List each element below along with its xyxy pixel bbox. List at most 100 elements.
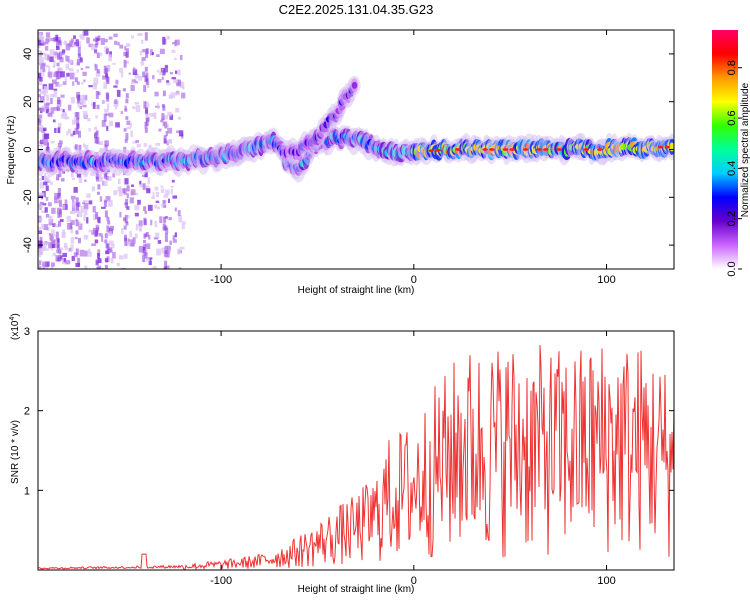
heatmap-speckle <box>88 200 93 205</box>
heatmap-streak <box>96 227 100 232</box>
heatmap-speckle <box>83 234 89 240</box>
heatmap-speckle <box>70 195 76 200</box>
heatmap-speckle <box>108 54 112 62</box>
heatmap-speckle <box>161 204 164 208</box>
heatmap-speckle <box>65 43 71 51</box>
heatmap-streak <box>125 98 129 104</box>
heatmap-streak <box>144 127 148 133</box>
heatmap-speckle <box>139 225 142 232</box>
heatmap-streak <box>142 183 146 190</box>
heatmap-speckle <box>142 174 145 177</box>
heatmap-speckle <box>43 224 49 230</box>
heatmap-speckle <box>132 141 137 144</box>
snr-series-line <box>38 345 674 570</box>
heatmap-speckle <box>38 114 43 119</box>
heatmap-speckle <box>135 105 141 113</box>
heatmap-streak <box>143 240 146 244</box>
heatmap-speckle <box>108 175 112 181</box>
heatmap-speckle <box>78 221 81 227</box>
heatmap-speckle <box>169 240 172 245</box>
heatmap-streak <box>74 112 78 117</box>
heatmap-speckle <box>151 51 154 56</box>
heatmap-speckle <box>79 57 83 63</box>
spectrogram-y-tick-label: -40 <box>22 237 34 253</box>
heatmap-speckle <box>121 188 125 194</box>
heatmap-speckle <box>50 265 54 269</box>
heatmap-speckle <box>69 210 73 214</box>
heatmap-streak <box>95 36 99 42</box>
heatmap-speckle <box>177 210 181 216</box>
heatmap-speckle <box>113 190 118 196</box>
heatmap-speckle <box>38 253 42 258</box>
heatmap-streak <box>55 255 59 262</box>
heatmap-streak <box>124 234 127 242</box>
heatmap-speckle <box>139 184 143 188</box>
heatmap-speckle <box>80 36 85 40</box>
heatmap-speckle <box>60 255 63 260</box>
heatmap-speckle <box>175 107 180 113</box>
heatmap-speckle <box>103 181 108 187</box>
heatmap-streak <box>75 220 79 227</box>
heatmap-speckle <box>108 240 114 245</box>
heatmap-speckle <box>145 243 151 250</box>
heatmap-speckle <box>171 77 177 80</box>
heatmap-streak <box>165 216 168 220</box>
heatmap-speckle <box>82 71 87 76</box>
heatmap-speckle <box>72 130 76 135</box>
heatmap-speckle <box>70 133 74 137</box>
heatmap-streak <box>142 71 146 78</box>
heatmap-speckle <box>177 80 181 84</box>
heatmap-speckle <box>38 227 42 230</box>
heatmap-speckle <box>87 251 92 257</box>
heatmap-speckle <box>55 34 59 41</box>
heatmap-speckle <box>38 248 44 256</box>
snr-y-scale-suffix: ) <box>10 313 21 316</box>
spectrogram-y-ticks: -40 -20 0 20 40 <box>22 48 674 253</box>
heatmap-peak <box>543 148 549 151</box>
heatmap-streak <box>142 244 146 251</box>
spectrogram-marks <box>38 30 674 269</box>
heatmap-streak <box>104 200 107 207</box>
heatmap-speckle <box>130 130 133 137</box>
spectrogram-x-tick-label: 0 <box>411 274 417 286</box>
heatmap-speckle <box>171 49 176 53</box>
colorbar-tick-label: 0.0 <box>726 261 738 276</box>
heatmap-speckle <box>95 224 100 230</box>
heatmap-speckle <box>83 30 89 36</box>
heatmap-speckle <box>38 37 43 42</box>
spectrogram-y-tick-label: 40 <box>22 48 34 60</box>
heatmap-speckle <box>132 69 138 75</box>
heatmap-speckle <box>139 50 142 56</box>
heatmap-speckle <box>94 239 99 244</box>
heatmap-speckle <box>123 253 128 259</box>
snr-y-axis-label: SNR (10 * v/v) <box>10 420 21 484</box>
heatmap-speckle <box>38 72 42 79</box>
heatmap-speckle <box>178 130 184 137</box>
heatmap-speckle <box>38 32 41 39</box>
heatmap-speckle <box>156 248 162 256</box>
heatmap-streak <box>126 185 130 192</box>
heatmap-speckle <box>105 196 111 202</box>
heatmap-streak <box>57 97 61 105</box>
heatmap-speckle <box>121 227 124 234</box>
heatmap-speckle <box>113 85 118 88</box>
heatmap-speckle <box>98 141 104 145</box>
heatmap-speckle <box>44 207 48 213</box>
heatmap-streak <box>75 248 79 256</box>
heatmap-streak <box>76 112 80 120</box>
heatmap-speckle <box>63 112 68 119</box>
heatmap-speckle <box>38 40 42 46</box>
heatmap-speckle <box>96 267 101 269</box>
heatmap-speckle <box>151 196 155 199</box>
heatmap-speckle <box>38 108 43 111</box>
heatmap-speckle <box>38 119 42 126</box>
heatmap-speckle <box>44 41 49 45</box>
heatmap-streak <box>142 49 146 53</box>
heatmap-streak <box>77 46 81 56</box>
heatmap-streak <box>125 93 129 99</box>
heatmap-streak <box>124 139 128 143</box>
heatmap-streak <box>76 95 80 104</box>
heatmap-speckle <box>38 88 42 92</box>
heatmap-speckle <box>50 94 55 98</box>
heatmap-streak <box>106 256 110 262</box>
